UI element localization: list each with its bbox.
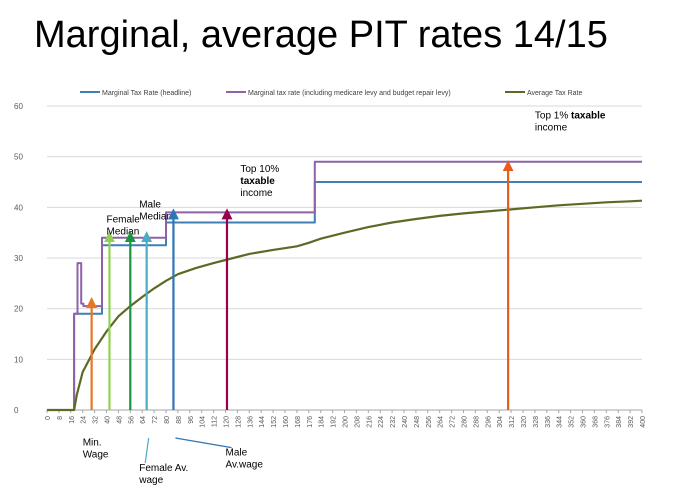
x-tick-label: 56 [128, 416, 135, 424]
female-median-label: Female [107, 215, 141, 226]
top-1-label: Top 1% taxable [535, 111, 606, 122]
female-av-wage-label: wage [138, 475, 163, 486]
x-tick-label: 248 [414, 416, 421, 428]
x-tick-label: 336 [545, 416, 552, 428]
x-tick-label: 296 [485, 416, 492, 428]
male-av-wage-pointer [175, 437, 232, 449]
female-av-wage-label: Female Av. [139, 463, 188, 474]
x-tick-label: 168 [295, 416, 302, 428]
x-tick-label: 232 [390, 416, 397, 428]
y-tick-label: 60 [14, 102, 23, 111]
slide-title: Marginal, average PIT rates 14/15 [34, 14, 608, 56]
x-tick-label: 128 [235, 416, 242, 428]
y-tick-label: 0 [14, 406, 19, 415]
x-tick-label: 88 [176, 416, 183, 424]
x-tick-label: 104 [200, 416, 207, 428]
top-1-label: income [535, 123, 568, 134]
x-tick-label: 288 [473, 416, 480, 428]
x-tick-label: 312 [509, 416, 516, 428]
y-tick-label: 30 [14, 254, 23, 263]
x-tick-label: 112 [212, 416, 219, 427]
y-tick-label: 20 [14, 305, 23, 314]
series-lines [47, 160, 643, 412]
y-tick-label: 50 [14, 153, 23, 162]
x-tick-label: 64 [140, 416, 147, 424]
x-tick-label: 160 [283, 416, 290, 428]
x-tick-label: 16 [69, 416, 76, 424]
x-tick-label: 344 [557, 416, 564, 428]
x-tick-label: 224 [378, 416, 385, 428]
top-10-label: income [240, 188, 273, 199]
x-tick-label: 200 [343, 416, 350, 428]
x-tick-label: 240 [402, 416, 409, 428]
x-tick-label: 32 [93, 416, 100, 424]
x-tick-label: 304 [497, 416, 504, 428]
male-median-label: Median [139, 211, 172, 222]
x-tick-label: 392 [628, 416, 635, 428]
x-tick-label: 264 [438, 416, 445, 428]
top-10-label: Top 10% [240, 164, 279, 175]
series-line-2 [47, 160, 642, 411]
x-tick-label: 328 [533, 416, 540, 428]
x-tick-label: 368 [592, 416, 599, 428]
top-1-label-bold: taxable [571, 111, 606, 122]
top-1-label-part: Top 1% [535, 111, 571, 122]
x-tick-label: 80 [164, 416, 171, 424]
x-tick-label: 48 [116, 416, 123, 424]
male-median-label: Male [139, 199, 161, 210]
min-wage-label: Min. [83, 437, 102, 448]
x-tick-label: 136 [247, 416, 254, 428]
x-tick-label: 8 [57, 416, 64, 420]
x-tick-label: 256 [426, 416, 433, 428]
x-tick-label: 360 [581, 416, 588, 428]
x-tick-label: 96 [188, 416, 195, 424]
x-tick-label: 72 [152, 416, 159, 424]
top-10-label: taxable [240, 176, 275, 187]
axes: 0 10 20 30 40 50 60 0 8 16 24 32 40 48 56 64 72 80 88 96 104… [14, 102, 647, 428]
x-tick-label: 384 [616, 416, 623, 428]
x-tick-label: 0 [45, 416, 52, 420]
min-wage-label: Wage [83, 449, 109, 460]
x-tick-label: 144 [259, 416, 266, 428]
x-tick-label: 280 [462, 416, 469, 428]
x-tick-label: 184 [319, 416, 326, 428]
legend-label: Average Tax Rate [527, 90, 582, 97]
x-tick-label: 216 [366, 416, 373, 428]
x-tick-label: 400 [640, 416, 647, 428]
legend-label: Marginal Tax Rate (headline) [102, 90, 191, 97]
x-tick-label: 352 [569, 416, 576, 428]
y-tick-label: 10 [14, 355, 23, 364]
female-median-label: Median [107, 227, 140, 238]
x-tick-label: 40 [105, 416, 112, 424]
male-av-wage-label: Av.wage [226, 460, 264, 471]
legend-label: Marginal tax rate (including medicare le… [248, 90, 451, 97]
x-tick-label: 208 [354, 416, 361, 428]
y-tick-label: 40 [14, 203, 23, 212]
legend: Marginal Tax Rate (headline) Marginal tax… [80, 90, 582, 97]
x-tick-label: 176 [307, 416, 314, 428]
x-tick-label: 376 [604, 416, 611, 428]
male-av-wage-label: Male [226, 448, 248, 459]
x-tick-label: 192 [331, 416, 338, 428]
x-tick-label: 320 [521, 416, 528, 428]
x-tick-label: 152 [271, 416, 278, 428]
x-tick-label: 120 [224, 416, 231, 428]
x-tick-label: 272 [450, 416, 457, 428]
x-tick-label: 24 [81, 416, 88, 424]
series-line-3 [47, 199, 643, 412]
female-av-wage-pointer [144, 437, 150, 463]
